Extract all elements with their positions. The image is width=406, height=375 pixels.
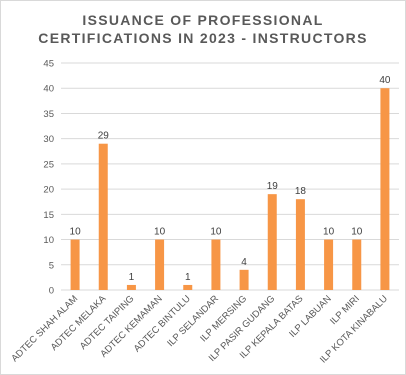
bar: [352, 239, 362, 290]
data-label: 10: [323, 227, 335, 238]
data-label: 10: [351, 227, 363, 238]
bar: [380, 88, 390, 290]
y-tick-label: 0: [49, 286, 54, 297]
y-tick-label: 40: [43, 84, 54, 95]
bar: [98, 143, 108, 290]
data-label: 1: [129, 272, 135, 283]
y-tick-label: 25: [43, 159, 54, 170]
y-tick-label: 10: [43, 235, 54, 246]
chart-title: ISSUANCE OF PROFESSIONAL CERTIFICATIONS …: [1, 11, 405, 47]
bar: [295, 199, 305, 290]
chart-title-line-1: ISSUANCE OF PROFESSIONAL: [82, 12, 324, 28]
data-label: 4: [241, 257, 247, 268]
data-label: 29: [98, 131, 110, 142]
bar: [211, 239, 221, 290]
data-label: 10: [154, 227, 166, 238]
bar: [183, 284, 193, 290]
y-tick-label: 20: [43, 185, 54, 196]
bar: [267, 194, 277, 290]
bar: [70, 239, 80, 290]
y-tick-label: 15: [43, 210, 54, 221]
bar: [155, 239, 165, 290]
data-label: 40: [379, 75, 391, 86]
y-tick-label: 45: [43, 59, 54, 70]
y-tick-label: 30: [43, 134, 54, 145]
data-label: 10: [210, 227, 222, 238]
bar: [324, 239, 334, 290]
data-label: 1: [185, 272, 191, 283]
data-label: 10: [70, 227, 82, 238]
y-tick-label: 35: [43, 109, 54, 120]
y-tick-label: 5: [49, 260, 54, 271]
data-label: 19: [267, 181, 279, 192]
data-label: 18: [295, 186, 307, 197]
bar: [126, 284, 136, 290]
chart-title-line-2: CERTIFICATIONS IN 2023 - INSTRUCTORS: [38, 30, 368, 46]
bar: [239, 269, 249, 290]
